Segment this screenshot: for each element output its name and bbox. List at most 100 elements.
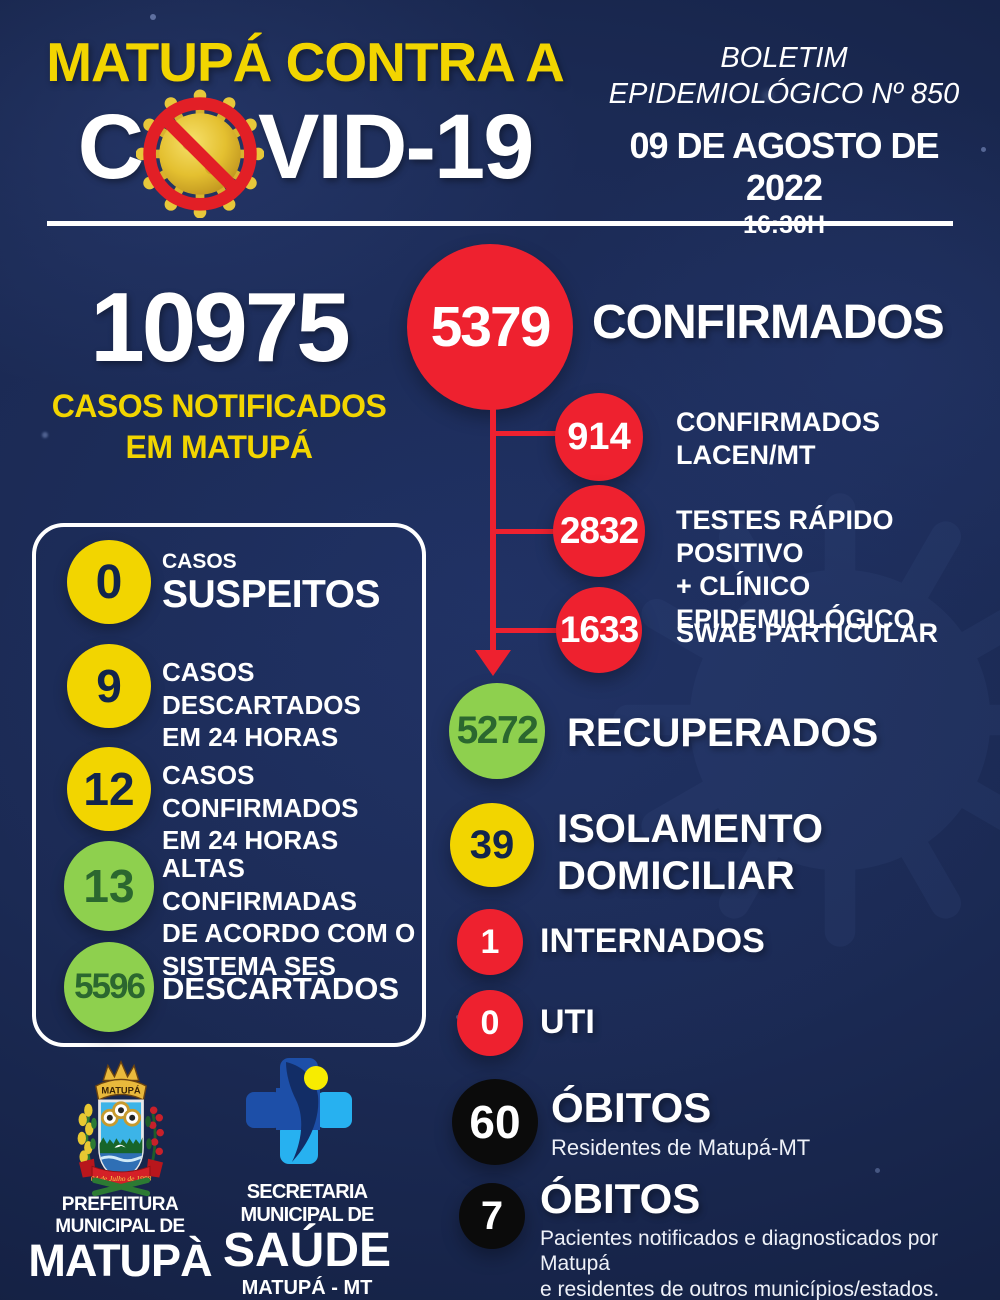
recovered-value: 5272 [456,709,539,752]
bulletin-info: BOLETIM EPIDEMIOLÓGICO Nº 850 09 DE AGOS… [600,40,968,240]
connector-branch [491,529,561,534]
panel-label-line: ALTAS CONFIRMADAS [162,853,357,916]
title-line1: MATUPÁ CONTRA A [46,31,565,93]
deaths-sublabel-line: Pacientes notificados e diagnosticados p… [540,1227,939,1276]
breakdown-value: 914 [567,415,631,458]
prefeitura-label-line2: MATUPÀ [28,1235,212,1286]
recovered-circle: 5272 [449,683,545,779]
hospitalized-label: INTERNADOS [540,922,765,960]
no-covid-virus-icon [136,89,265,218]
home-isolation-circle: 39 [450,803,534,887]
breakdown-circle-testes: 2832 [553,485,645,577]
prefeitura-label: PREFEITURA MUNICIPAL DE MATUPÀ [28,1194,212,1283]
bokeh-dot [981,147,986,152]
panel-label-line: CASOS DESCARTADOS [162,657,361,720]
bokeh-dot [42,432,48,438]
discarded-24h-label: CASOS DESCARTADOS EM 24 HORAS [162,656,422,754]
breakdown-label-lacen: CONFIRMADOS LACEN/MT [676,406,880,472]
recovered-label: RECUPERADOS [567,711,879,755]
daily-stats-panel: 0 CASOS SUSPEITOS 9 CASOS DESCARTADOS EM… [32,523,426,1047]
deaths-others-label: ÓBITOS Pacientes notificados e diagnosti… [540,1175,1000,1300]
home-isolation-label-line: ISOLAMENTO [557,807,823,851]
virus-watermark-icon [613,493,1000,947]
deaths-title: ÓBITOS [540,1175,701,1222]
breakdown-label-line: + CLÍNICO EPIDEMIOLÓGICO [676,570,915,634]
connector-branch [491,628,561,633]
discarded-24h-circle: 9 [67,644,151,728]
confirmed-discharges-label: ALTAS CONFIRMADAS DE ACORDO COM O SISTEM… [162,852,422,982]
deaths-residents-circle: 60 [452,1079,538,1165]
confirmed-label: CONFIRMADOS [592,296,945,349]
home-isolation-value: 39 [469,822,515,867]
deaths-title: ÓBITOS [551,1084,712,1131]
breakdown-label-testes: TESTES RÁPIDO POSITIVO + CLÍNICO EPIDEMI… [676,504,1000,636]
bokeh-dot [875,1168,880,1173]
panel-label-line: EM 24 HORAS [162,722,339,752]
breakdown-label-line: SWAB PARTICULAR [676,618,938,648]
bokeh-dot [150,14,156,20]
suspected-cases-label: CASOS SUSPEITOS [162,549,381,617]
confirmed-24h-value: 12 [83,763,135,815]
health-cross-logo [246,1058,352,1164]
connector-branch [491,431,561,436]
confirmed-24h-label: CASOS CONFIRMADOS EM 24 HORAS [162,759,422,857]
deaths-sublabel: Residentes de Matupá-MT [551,1135,811,1161]
discarded-24h-value: 9 [96,660,122,712]
breakdown-value: 1633 [559,609,639,650]
poster-title: MATUPÁ CONTRA A C [40,31,570,218]
confirmed-24h-circle: 12 [67,747,151,831]
panel-label-line: EM 24 HORAS [162,825,339,855]
panel-label-line: CASOS [162,550,237,573]
panel-label-line: DE ACORDO COM O [162,918,416,948]
notified-value: 10975 [90,272,351,382]
breakdown-value: 2832 [559,510,639,551]
bulletin-line1: BOLETIM [720,42,848,74]
panel-label-line: DESCARTADOS [162,971,400,1006]
matupa-coat-of-arms: MATUPÁ 04 de Julho de 1988 [77,1059,164,1197]
saude-label: SECRETARIA MUNICIPAL DE SAÚDE MATUPÁ - M… [212,1181,402,1300]
breakdown-label-line: CONFIRMADOS [676,407,880,437]
header-divider [47,221,953,226]
icu-circle: 0 [457,990,523,1056]
discarded-total-circle: 5596 [64,942,154,1032]
deaths-others-circle: 7 [459,1183,525,1249]
notified-cases-block: 10975 CASOS NOTIFICADOS EM MATUPÁ [30,278,408,468]
deaths-sublabel-line: e residentes de outros municípios/estado… [540,1277,940,1300]
breakdown-label-line: LACEN/MT [676,439,816,470]
crest-ribbon-text: 04 de Julho de 1988 [91,1174,152,1183]
title-line2: C [40,82,570,218]
deaths-residents-label: ÓBITOS Residentes de Matupá-MT [551,1084,811,1162]
confirmed-discharges-value: 13 [83,860,135,912]
discarded-total-value: 5596 [74,967,146,1006]
title-covid-suffix: VID-19 [258,96,534,199]
suspected-cases-value: 0 [95,555,123,609]
panel-label-line: SISTEMA SES [162,950,336,981]
icu-value: 0 [480,1003,500,1042]
connector-arrow-down [475,650,511,676]
notified-label-line1: CASOS NOTIFICADOS [51,388,387,424]
icu-label: UTI [540,1003,595,1041]
breakdown-label-line: TESTES RÁPIDO POSITIVO [676,505,894,568]
suspected-cases-circle: 0 [67,540,151,624]
confirmed-value: 5379 [430,295,552,359]
breakdown-label-swab: SWAB PARTICULAR [676,617,938,650]
saude-label-line3: MATUPÁ - MT [241,1277,373,1299]
saude-label-line2: SAÚDE [222,1224,392,1277]
hospitalized-circle: 1 [457,909,523,975]
title-covid-prefix: C [77,96,144,199]
home-isolation-label: ISOLAMENTO DOMICILIAR [557,806,823,900]
bokeh-dot [762,90,774,102]
panel-label-line: SUSPEITOS [162,573,381,617]
saude-label-line1: SECRETARIA MUNICIPAL DE [240,1181,375,1226]
crest-banner-text: MATUPÁ [101,1085,140,1095]
discarded-total-label: DESCARTADOS [162,970,399,1009]
deaths-sublabel: Pacientes notificados e diagnosticados p… [540,1226,1000,1300]
deaths-others-value: 7 [480,1193,504,1238]
breakdown-circle-swab: 1633 [556,587,642,673]
bulletin-line2: EPIDEMIOLÓGICO Nº 850 [608,78,960,111]
breakdown-circle-lacen: 914 [555,393,643,481]
home-isolation-label-line: DOMICILIAR [557,854,795,899]
hospitalized-value: 1 [480,922,500,961]
notified-label-line2: EM MATUPÁ [125,428,313,465]
